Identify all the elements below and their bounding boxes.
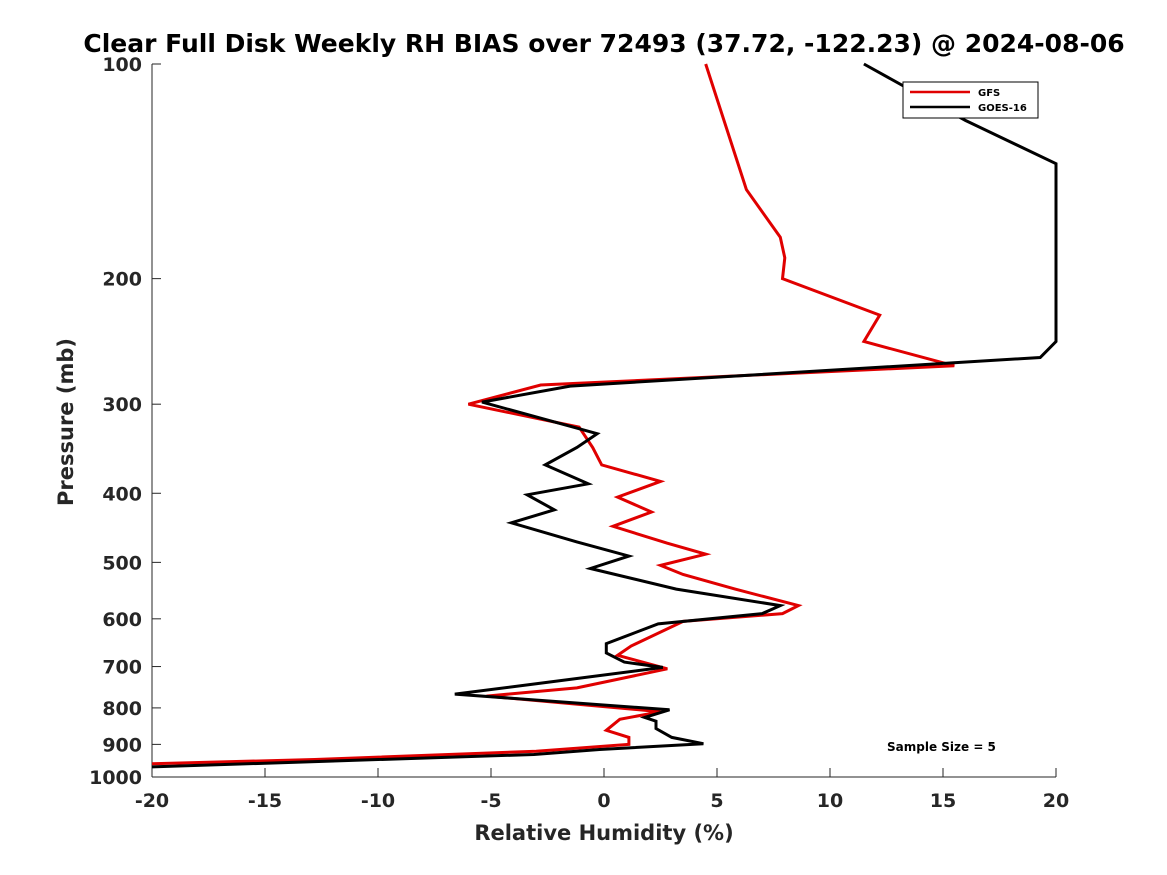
series-line-goes16 — [151, 62, 1058, 769]
y-tick-label: 100 — [102, 54, 142, 76]
x-tick-label: 15 — [930, 790, 956, 812]
y-tick-label: 400 — [102, 483, 142, 505]
series-line-gfs — [151, 63, 955, 766]
legend-label-gfs: GFS — [978, 88, 1000, 99]
legend-box — [902, 81, 1039, 119]
legend: GFS GOES-16 — [902, 81, 1039, 119]
x-tick-label: -15 — [248, 790, 282, 812]
x-tick-label: 10 — [817, 790, 843, 812]
y-tick-label: 800 — [102, 698, 142, 720]
y-tick-label: 500 — [102, 552, 142, 574]
plot-area — [152, 64, 1056, 777]
y-tick-label: 200 — [102, 269, 142, 291]
x-tick-label: -10 — [361, 790, 395, 812]
y-tick-label: 900 — [102, 734, 142, 756]
y-tick-label: 600 — [102, 609, 142, 631]
series-layer — [151, 62, 1058, 769]
chart-title: Clear Full Disk Weekly RH BIAS over 7249… — [83, 29, 1124, 58]
x-tick-label: 20 — [1043, 790, 1069, 812]
y-tick-label: 700 — [102, 657, 142, 679]
sample-size-annotation: Sample Size = 5 — [887, 740, 996, 754]
ticks-layer: -20 -15 -10 -5 0 5 10 15 20 100 200 300 400 500 600 700… — [89, 54, 1069, 812]
x-tick-label: 0 — [597, 790, 610, 812]
y-tick-label: 1000 — [89, 767, 142, 789]
x-axis-label: Relative Humidity (%) — [474, 821, 733, 845]
legend-label-goes16: GOES-16 — [978, 103, 1027, 114]
x-tick-label: 5 — [710, 790, 723, 812]
x-tick-label: -5 — [480, 790, 501, 812]
y-axis-label: Pressure (mb) — [54, 338, 78, 506]
y-tick-label: 300 — [102, 394, 142, 416]
x-tick-label: -20 — [135, 790, 169, 812]
